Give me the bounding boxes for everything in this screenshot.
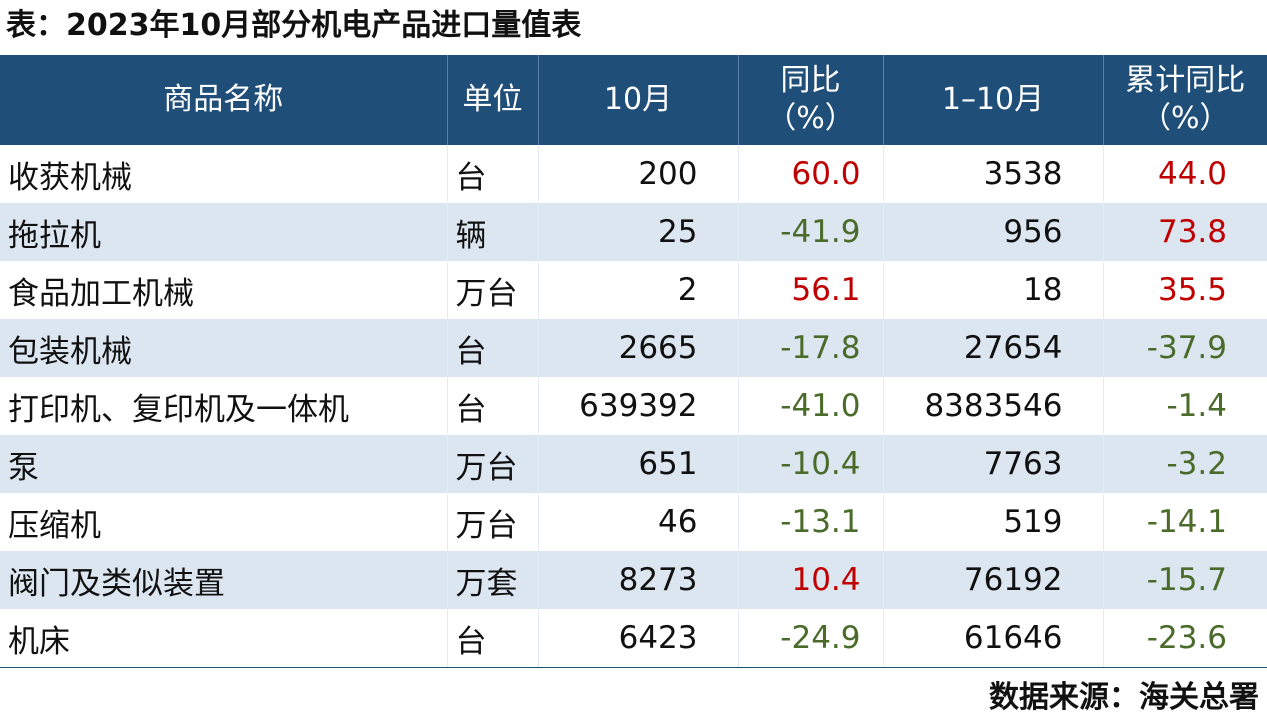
table-cell: 6423	[538, 609, 739, 668]
table-cell: -15.7	[1103, 551, 1267, 609]
header-text: 累计同比	[1125, 63, 1246, 98]
table-row: 拖拉机辆 25 -41.9 956 73.8	[0, 203, 1267, 261]
table-cell: 包装机械	[0, 319, 448, 377]
table-cell: 651	[538, 435, 739, 493]
header-text: 单位	[462, 82, 523, 117]
table-cell: 61646	[883, 609, 1104, 668]
table-cell: 拖拉机	[0, 203, 448, 261]
table-cell: 万套	[447, 551, 539, 609]
table-row: 泵万台 651 -10.4 7763 -3.2	[0, 435, 1267, 493]
header-cell: 10月	[538, 55, 739, 145]
table-cell: -41.9	[738, 203, 884, 261]
header-cell: 1–10月	[883, 55, 1104, 145]
table-cell: 压缩机	[0, 493, 448, 551]
table-cell: 60.0	[738, 145, 884, 203]
table-cell: 台	[447, 145, 539, 203]
table-cell: 73.8	[1103, 203, 1267, 261]
table-row: 打印机、复印机及一体机台 639392 -41.0 8383546 -1.4	[0, 377, 1267, 435]
table-cell: 台	[447, 319, 539, 377]
table-cell: 639392	[538, 377, 739, 435]
table-cell: 46	[538, 493, 739, 551]
table-cell: 7763	[883, 435, 1104, 493]
table-cell: 76192	[883, 551, 1104, 609]
table-cell: 万台	[447, 493, 539, 551]
table-cell: 25	[538, 203, 739, 261]
table-cell: 收获机械	[0, 145, 448, 203]
table-cell: 35.5	[1157, 272, 1227, 308]
table-cell: 万台	[447, 261, 539, 319]
table-cell: -14.1	[1146, 504, 1227, 540]
table-cell: 打印机、复印机及一体机	[0, 377, 448, 435]
table-cell: -10.4	[738, 435, 884, 493]
table-cell: 辆	[447, 203, 539, 261]
table-cell: 3538	[883, 145, 1104, 203]
table-cell: 18	[883, 261, 1104, 319]
header-cell: 商品名称	[0, 55, 448, 145]
table-cell: 44.0	[1157, 156, 1227, 192]
table-cell: -17.8	[738, 319, 884, 377]
table-cell: 台	[447, 609, 539, 668]
table-cell: -23.6	[1103, 609, 1267, 668]
table-cell: 食品加工机械	[0, 261, 448, 319]
table-row: 食品加工机械 万台 2 56.1 18 35.5	[0, 261, 1267, 319]
header-text: 同比	[780, 63, 841, 98]
table-cell: 机床	[0, 609, 448, 668]
header-row: 商品名称 单位 10月 同比 （%） 1–10月 累计同比 （%）	[0, 55, 1267, 145]
table-cell: 56.1	[738, 261, 884, 319]
table-cell: 阀门及类似装置	[0, 551, 448, 609]
table-title: 表：2023年10月部分机电产品进口量值表	[6, 8, 582, 43]
table-row: 压缩机 万台 46 -13.1 519 -14.1	[0, 493, 1267, 551]
table-cell: 8383546	[883, 377, 1104, 435]
table-cell: 万台	[447, 435, 539, 493]
table-row: 机床台 6423 -24.9 61646 -23.6	[0, 609, 1267, 668]
table-cell: 台	[447, 377, 539, 435]
header-text: （%）	[1140, 101, 1230, 136]
table-cell: 956	[883, 203, 1104, 261]
table-cell: 10.4	[738, 551, 884, 609]
table-cell: -41.0	[738, 377, 884, 435]
table-cell: -37.9	[1103, 319, 1267, 377]
header-text: 商品名称	[163, 82, 284, 117]
table-row: 包装机械台 2665 -17.8 27654 -37.9	[0, 319, 1267, 377]
header-text: 1–10月	[941, 82, 1045, 117]
header-cell: 累计同比 （%）	[1103, 55, 1267, 145]
table-cell: -3.2	[1103, 435, 1267, 493]
table-cell: -1.4	[1166, 388, 1228, 424]
table-row: 收获机械台 200 60.0 3538 44.0	[0, 145, 1267, 203]
table-cell: 200	[538, 145, 739, 203]
table-cell: 519	[883, 493, 1104, 551]
data-table: 商品名称 单位 10月 同比 （%） 1–10月 累计同比 （%） 收获机械台 200 60.0 3…	[0, 55, 1267, 668]
header-cell: 同比 （%）	[738, 55, 884, 145]
table-cell: 2	[538, 261, 739, 319]
table-cell: 2665	[538, 319, 739, 377]
table-cell: 8273	[538, 551, 739, 609]
source-note: 数据来源：海关总署	[989, 680, 1259, 715]
table-cell: -13.1	[738, 493, 884, 551]
table-cell: -24.9	[738, 609, 884, 668]
header-text: （%）	[766, 101, 855, 136]
header-text: 10月	[603, 82, 673, 117]
table-cell: 27654	[883, 319, 1104, 377]
table-row: 阀门及类似装置 万套 8273 10.4 76192 -15.7	[0, 551, 1267, 609]
table-cell: 泵	[0, 435, 448, 493]
header-cell: 单位	[447, 55, 539, 145]
